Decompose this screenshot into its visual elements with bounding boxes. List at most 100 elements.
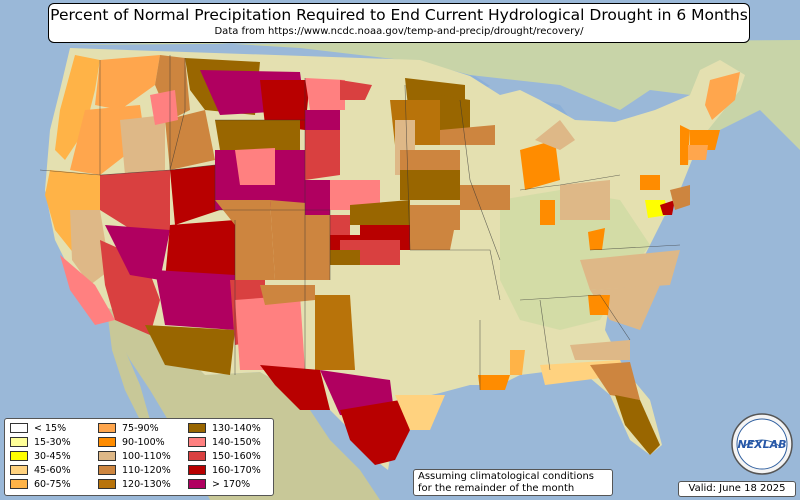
note-line-2: for the remainder of the month	[418, 483, 575, 494]
region-ut-south	[165, 220, 235, 280]
region-ne-central	[330, 180, 380, 210]
legend-swatch	[188, 478, 206, 489]
legend-swatch	[98, 464, 116, 475]
region-wa-coast	[55, 55, 100, 160]
region-ct-orange	[688, 145, 708, 160]
legend-item: 30-45%	[10, 450, 71, 464]
region-sd-red	[305, 130, 340, 180]
legend-swatch	[98, 450, 116, 461]
legend-label: 120-130%	[122, 479, 171, 490]
region-mi-lp	[520, 140, 560, 190]
baja-california	[108, 318, 150, 420]
legend-item: 130-140%	[188, 422, 261, 436]
legend-label: 45-60%	[34, 465, 71, 476]
region-sc-orange	[588, 295, 610, 315]
region-nv-south	[105, 225, 170, 280]
legend-swatch	[98, 436, 116, 447]
region-nm-east	[260, 285, 315, 305]
legend-label: 100-110%	[122, 451, 171, 462]
legend-swatch	[188, 436, 206, 447]
region-ga-coast	[570, 340, 630, 360]
legend-item: 60-75%	[10, 478, 71, 492]
legend-item: 15-30%	[10, 436, 71, 450]
region-wy-north	[215, 120, 300, 150]
legend-item: > 170%	[188, 478, 250, 492]
region-oh	[560, 180, 610, 220]
region-co-east	[270, 200, 330, 280]
region-al-ms-orange	[478, 375, 510, 390]
region-de-brown	[670, 185, 690, 210]
region-tx-east	[340, 400, 410, 465]
region-md-red	[660, 200, 675, 215]
region-nv-north	[100, 170, 170, 235]
region-co-west	[215, 200, 275, 280]
region-il-north	[460, 185, 510, 210]
legend-item: 160-170%	[188, 464, 261, 478]
legend-label: 160-170%	[212, 465, 261, 476]
region-az-north	[155, 270, 235, 330]
region-ia-tan	[400, 150, 460, 170]
region-fl-peninsula	[615, 395, 660, 455]
region-ks-west	[330, 215, 350, 235]
canada-landmass	[55, 40, 800, 150]
legend-label: 30-45%	[34, 451, 71, 462]
region-fl-panhandle	[590, 362, 640, 400]
legend-label: 110-120%	[122, 465, 171, 476]
region-mo-north	[410, 205, 460, 230]
region-ne-west	[305, 180, 330, 215]
legend-swatch	[98, 478, 116, 489]
region-wi-north	[440, 95, 470, 130]
region-tx-west	[260, 365, 330, 410]
region-me-orange	[705, 72, 740, 120]
legend: < 15% 15-30% 30-45% 45-60% 60-75% 75-90%…	[4, 418, 274, 496]
region-wa-east	[95, 55, 160, 110]
region-ca-coast-s	[60, 255, 115, 325]
legend-item: 110-120%	[98, 464, 171, 478]
legend-label: 130-140%	[212, 423, 261, 434]
legend-item: 100-110%	[98, 450, 171, 464]
legend-label: 75-90%	[122, 423, 159, 434]
region-in-orange	[540, 200, 555, 225]
logo-text: NEXLAB	[737, 438, 786, 451]
legend-swatch	[10, 464, 28, 475]
region-mi-tan	[535, 120, 575, 150]
region-idaho-mid	[150, 90, 178, 125]
legend-swatch	[10, 422, 28, 433]
assumption-note: Assuming climatological conditions for t…	[413, 469, 613, 496]
region-nd-west	[305, 78, 345, 110]
legend-swatch	[188, 450, 206, 461]
region-pa-orange	[640, 175, 660, 190]
legend-item: 90-100%	[98, 436, 165, 450]
region-mt-east	[260, 80, 310, 130]
legend-label: 60-75%	[34, 479, 71, 490]
legend-label: 140-150%	[212, 437, 261, 448]
legend-label: 150-160%	[212, 451, 261, 462]
region-ia	[400, 165, 460, 200]
nexlab-logo: NEXLAB	[731, 413, 793, 475]
legend-label: 15-30%	[34, 437, 71, 448]
region-co-north	[235, 148, 275, 185]
state-boundaries	[39, 55, 681, 390]
region-idaho-s	[165, 110, 215, 170]
region-nc-tan	[580, 250, 680, 290]
region-nd-red	[340, 80, 372, 100]
legend-item: < 15%	[10, 422, 66, 436]
legend-swatch	[98, 422, 116, 433]
region-nm-central	[235, 295, 305, 370]
legend-item: 75-90%	[98, 422, 159, 436]
region-tx-se	[395, 395, 445, 430]
legend-swatch	[10, 478, 28, 489]
legend-item: 45-60%	[10, 464, 71, 478]
region-ut-north	[170, 165, 220, 225]
region-ms-ltorange	[510, 350, 525, 375]
legend-swatch	[10, 450, 28, 461]
legend-label: 90-100%	[122, 437, 165, 448]
region-or-east	[120, 115, 165, 175]
region-ny-orange	[680, 125, 690, 165]
legend-item: 150-160%	[188, 450, 261, 464]
legend-label: > 170%	[212, 479, 251, 490]
region-wi-central	[440, 125, 495, 145]
legend-item: 120-130%	[98, 478, 171, 492]
title-box: Percent of Normal Precipitation Required…	[48, 3, 750, 43]
